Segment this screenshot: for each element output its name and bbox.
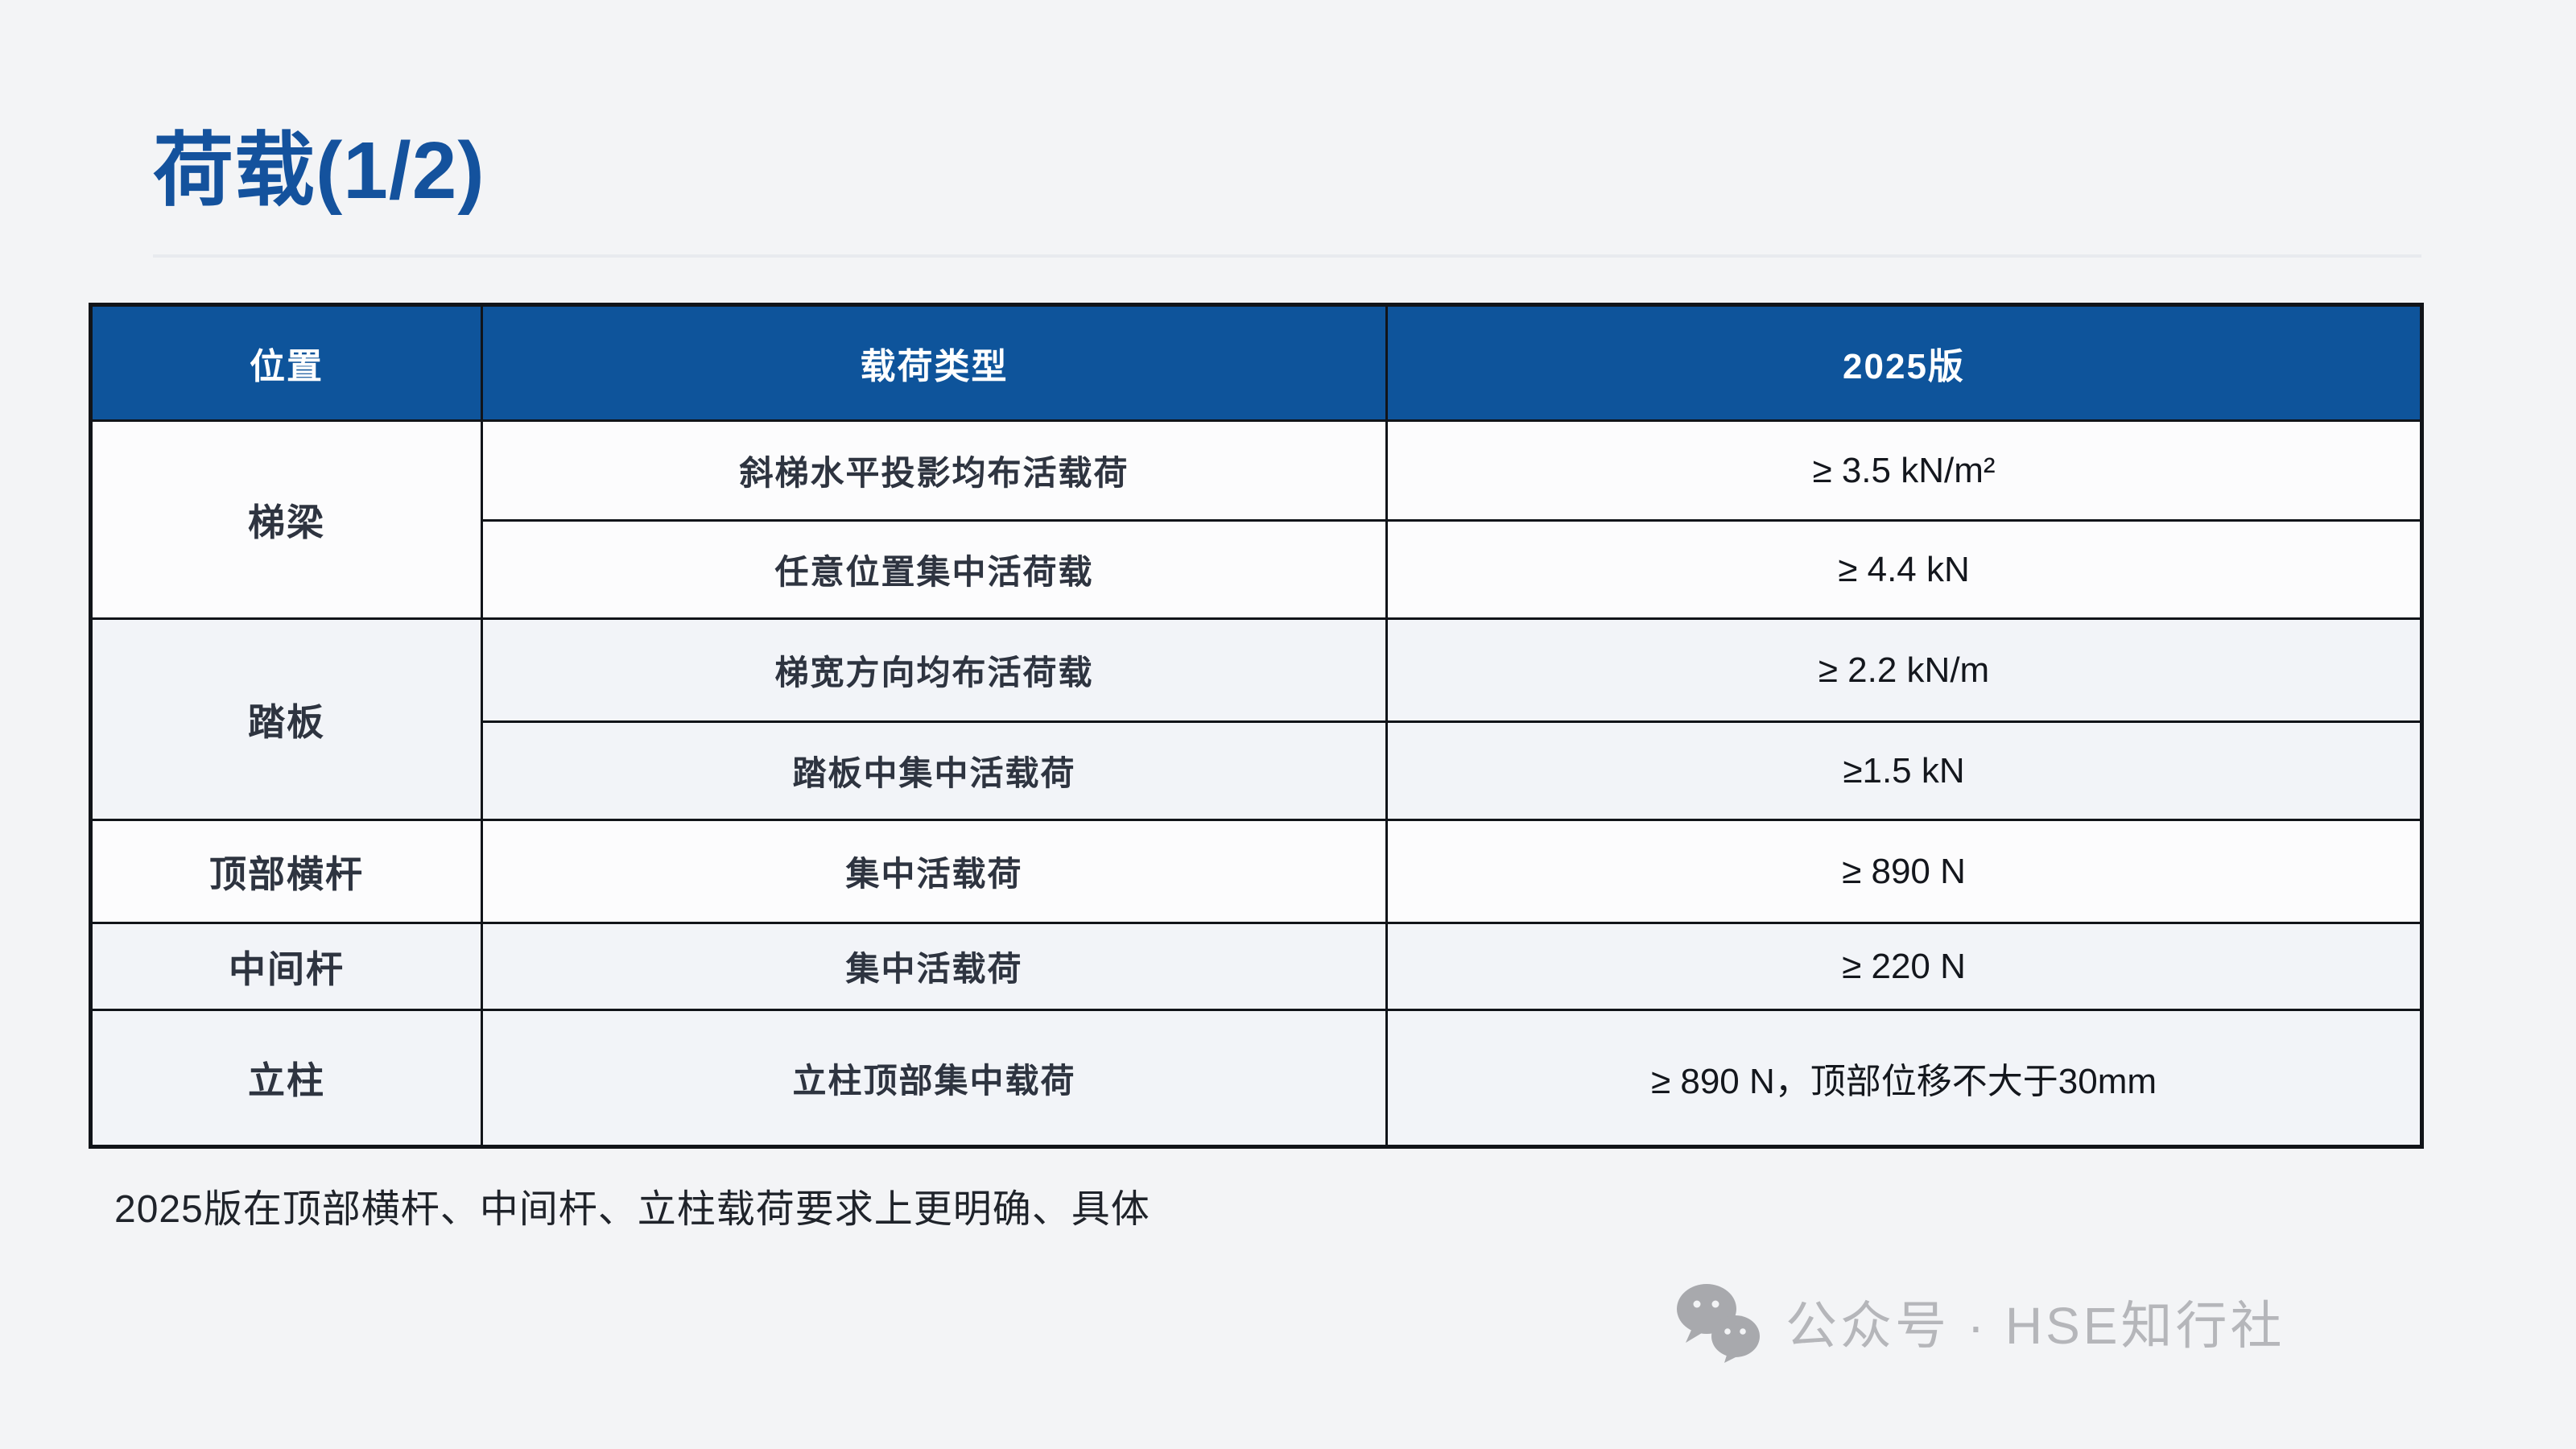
page-title: 荷载(1/2)	[153, 126, 485, 216]
position-cell: 梯梁	[89, 419, 483, 620]
table-row: 梯梁 斜梯水平投影均布活载荷 ≥ 3.5 kN/m²	[89, 419, 2423, 620]
load-type-cell: 踏板中集中活载荷	[481, 720, 1388, 821]
table-header-row: 位置 载荷类型 2025版	[89, 303, 2423, 422]
table-row: 立柱 立柱顶部集中载荷 ≥ 890 N，顶部位移不大于30mm	[89, 1009, 2423, 1148]
table-row: 踏板 梯宽方向均布活荷载 ≥ 2.2 kN/m	[89, 617, 2423, 821]
load-type-cell: 立柱顶部集中载荷	[481, 1009, 1388, 1148]
value-cell: ≥ 2.2 kN/m	[1385, 617, 2423, 723]
load-type-cell: 集中活载荷	[481, 922, 1388, 1011]
column-header-position: 位置	[89, 303, 483, 422]
value-cell: ≥ 890 N	[1385, 819, 2423, 924]
position-cell: 立柱	[89, 1009, 483, 1148]
title-divider	[153, 254, 2421, 258]
position-cell: 踏板	[89, 617, 483, 821]
value-cell: ≥ 4.4 kN	[1385, 519, 2423, 620]
wechat-icon	[1677, 1284, 1760, 1363]
table-row: 中间杆 集中活载荷 ≥ 220 N	[89, 922, 2423, 1011]
value-cell: ≥ 3.5 kN/m²	[1385, 419, 2423, 522]
load-type-cell: 斜梯水平投影均布活载荷	[481, 419, 1388, 522]
column-header-load-type: 载荷类型	[481, 303, 1388, 422]
watermark-text: 公众号 · HSE知行社	[1785, 1297, 2285, 1355]
value-cell: ≥1.5 kN	[1385, 720, 2423, 821]
value-cell: ≥ 890 N，顶部位移不大于30mm	[1385, 1009, 2423, 1148]
watermark: 公众号 · HSE知行社	[1674, 1280, 2285, 1364]
table-row: 任意位置集中活荷载 ≥ 4.4 kN	[90, 519, 2423, 620]
position-cell: 顶部横杆	[89, 819, 483, 924]
load-requirements-table: 位置 载荷类型 2025版 梯梁 斜梯水平投影均布活载荷 ≥ 3.5 kN/m²…	[89, 303, 2424, 1149]
column-header-2025-edition: 2025版	[1385, 303, 2423, 422]
load-type-cell: 任意位置集中活荷载	[481, 519, 1388, 620]
table-row: 顶部横杆 集中活载荷 ≥ 890 N	[89, 819, 2423, 924]
position-cell: 中间杆	[89, 922, 483, 1011]
load-type-cell: 集中活载荷	[481, 819, 1388, 924]
footnote-text: 2025版在顶部横杆、中间杆、立柱载荷要求上更明确、具体	[114, 1188, 1150, 1231]
value-cell: ≥ 220 N	[1385, 922, 2423, 1011]
load-type-cell: 梯宽方向均布活荷载	[481, 617, 1388, 723]
